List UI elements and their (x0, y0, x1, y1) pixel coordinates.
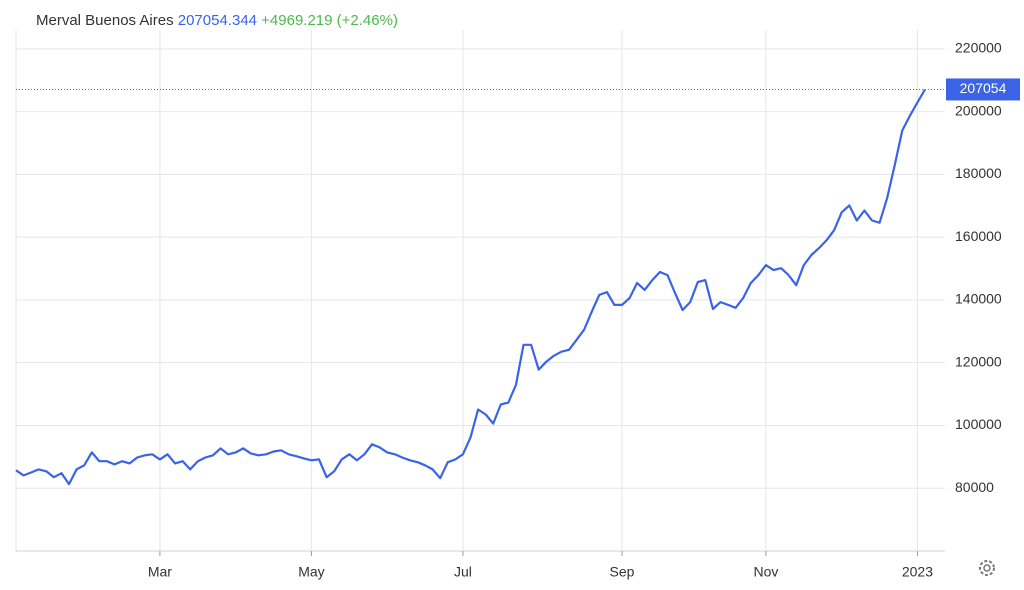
y-tick-label: 200000 (955, 102, 1002, 118)
x-tick-label: Sep (610, 564, 635, 580)
gear-inner (983, 564, 991, 572)
price-line (15, 88, 926, 486)
y-tick-label: 100000 (955, 416, 1002, 432)
last-value-tag (946, 78, 1020, 101)
x-tick-label: Nov (753, 564, 778, 580)
y-tick-label: 160000 (955, 228, 1002, 244)
y-tick-label: 140000 (955, 291, 1002, 307)
x-tick-label: Jul (454, 564, 472, 580)
y-tick-label: 180000 (955, 165, 1002, 181)
settings-icon[interactable] (979, 560, 995, 576)
header: Merval Buenos Aires 207054.344 +4969.219… (36, 12, 398, 29)
x-tick-label: Mar (148, 564, 172, 580)
gear-outer (979, 560, 995, 576)
x-tick-label: May (298, 564, 324, 580)
last-value-label: 207054 (960, 80, 1007, 96)
y-tick-label: 80000 (955, 479, 994, 495)
chart-title: Merval Buenos Aires (36, 12, 174, 29)
x-tick-label: 2023 (902, 564, 933, 580)
y-tick-label: 120000 (955, 353, 1002, 369)
change: +4969.219 (+2.46%) (261, 12, 398, 29)
price: 207054.344 (178, 12, 257, 29)
y-tick-label: 220000 (955, 40, 1002, 56)
